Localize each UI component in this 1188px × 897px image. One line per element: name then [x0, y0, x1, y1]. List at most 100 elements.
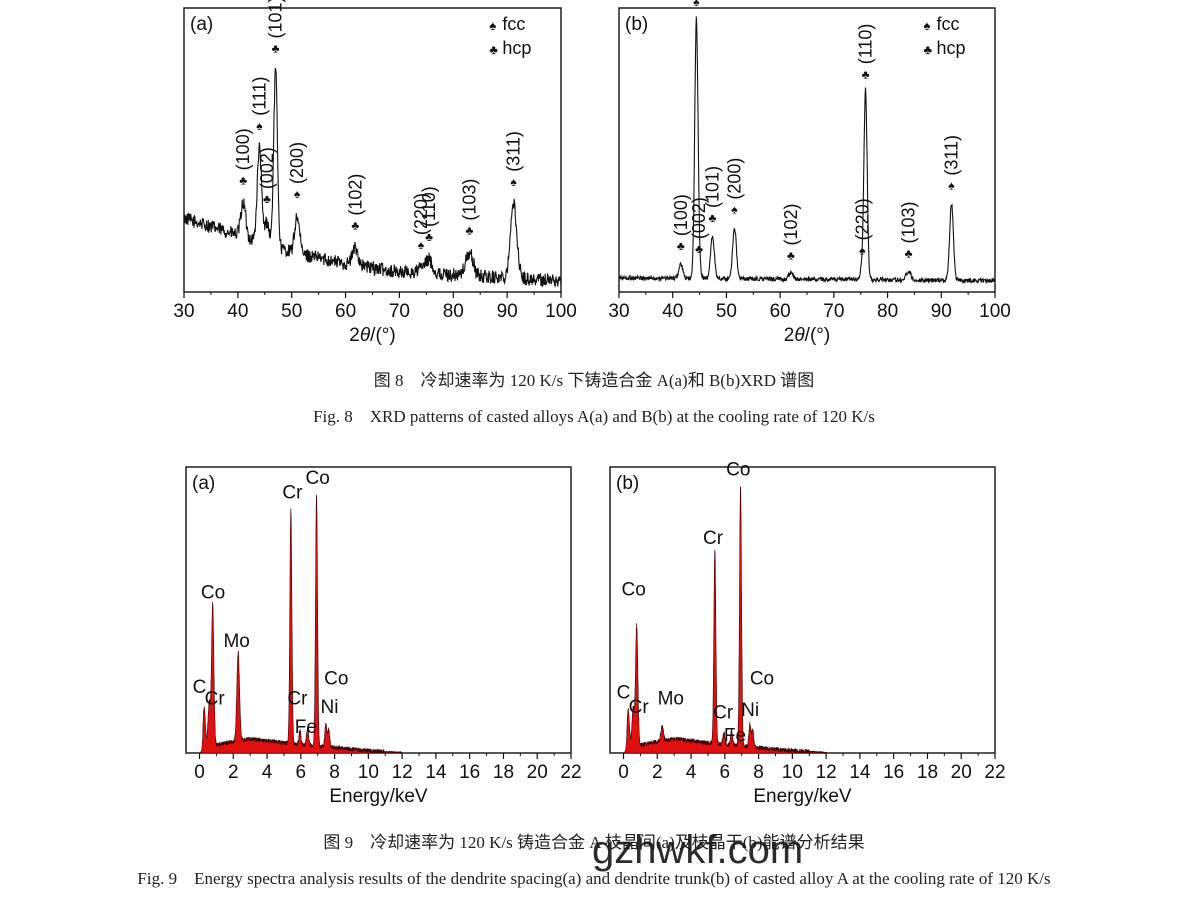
element-label-co: Co — [306, 468, 330, 489]
element-label-c: C — [193, 677, 207, 698]
x-tick-label: 2 — [652, 762, 663, 783]
peak-marker-hcp: ♣ — [239, 173, 247, 187]
peak-marker-fcc: ♠ — [294, 187, 301, 201]
element-label-fe: Fe — [295, 717, 317, 738]
peak-label: (103) — [459, 179, 479, 221]
x-tick-label: 12 — [392, 762, 413, 783]
x-tick-label: 16 — [883, 762, 904, 783]
element-label-cr: Cr — [287, 688, 308, 709]
x-tick-label: 70 — [389, 301, 410, 322]
chart-eds_a: 0 2 4 6 8 10 12 14 16 18 20 22(a)Energy/keVCCrCoMoC… — [185, 466, 582, 807]
peak-marker-hcp: ♣ — [351, 219, 359, 233]
peak-marker-fcc: ♠ — [418, 238, 425, 252]
eds-spectrum — [623, 486, 827, 755]
peak-marker-hcp: ♣ — [263, 192, 271, 206]
legend-fcc-label: fcc — [937, 14, 960, 34]
element-label-cr: Cr — [713, 703, 734, 724]
chart-xrd_b: 30405060708090100(b)2θ/(°)♣(100)♠(111)♣(… — [608, 0, 1010, 346]
peak-marker-fcc: ♠ — [693, 0, 700, 9]
peak-label: (102) — [345, 174, 365, 216]
peak-marker-fcc: ♠ — [948, 179, 955, 193]
peak-marker-hcp: ♣ — [695, 242, 703, 256]
panel-label: (a) — [192, 473, 215, 494]
legend-fcc-symbol: ♠ — [489, 18, 496, 33]
peak-marker-hcp: ♣ — [787, 248, 795, 262]
plot-frame — [185, 466, 572, 754]
element-label-co: Co — [201, 583, 225, 604]
legend-hcp-label: hcp — [937, 38, 966, 58]
watermark: gzhwkf.com — [592, 828, 804, 872]
element-label-ni: Ni — [321, 697, 339, 718]
x-tick-label: 22 — [560, 762, 581, 783]
x-tick-label: 6 — [296, 762, 307, 783]
legend-hcp-symbol: ♣ — [489, 42, 498, 57]
plot-frame — [609, 466, 996, 754]
x-axis-label: Energy/keV — [329, 786, 428, 807]
x-tick-label: 50 — [716, 301, 737, 322]
peak-marker-hcp: ♣ — [677, 239, 685, 253]
element-label-cr: Cr — [282, 482, 303, 503]
x-tick-label: 40 — [662, 301, 683, 322]
peak-label: (103) — [899, 201, 919, 243]
element-label-mo: Mo — [223, 631, 249, 652]
element-label-cr: Cr — [205, 688, 226, 709]
x-axis-label: Energy/keV — [753, 786, 852, 807]
element-label-fe: Fe — [724, 726, 746, 747]
peak-marker-hcp: ♣ — [862, 67, 870, 81]
element-label-c: C — [617, 683, 631, 704]
peak-label: (002) — [257, 147, 277, 189]
peak-marker-fcc: ♠ — [510, 175, 517, 189]
x-tick-label: 50 — [281, 301, 302, 322]
element-label-co: Co — [324, 668, 348, 689]
peak-marker-hcp: ♣ — [466, 224, 474, 238]
chart-eds_b: 0 2 4 6 8 10 12 14 16 18 20 22(b)Energy/keVCCrCoMoC… — [609, 460, 1006, 807]
peak-label: (110) — [856, 24, 876, 65]
x-tick-label: 30 — [608, 301, 629, 322]
x-tick-label: 18 — [493, 762, 514, 783]
x-tick-label: 20 — [951, 762, 972, 783]
peak-label: (101) — [266, 0, 286, 39]
element-label-co: Co — [726, 460, 750, 481]
peak-label: (200) — [724, 158, 744, 200]
peak-marker-fcc: ♠ — [256, 119, 263, 133]
x-tick-label: 90 — [497, 301, 518, 322]
x-tick-label: 100 — [545, 301, 577, 322]
fig9-caption-cn: 图 9 冷却速率为 120 K/s 铸造合金 A 枝晶间(a)及枝晶干(b)能谱… — [323, 833, 865, 852]
x-tick-label: 40 — [227, 301, 248, 322]
x-tick-label: 22 — [984, 762, 1005, 783]
peak-label: (002) — [689, 197, 709, 239]
peak-label: (100) — [671, 194, 691, 236]
peak-label: (110) — [419, 186, 439, 227]
peak-marker-hcp: ♣ — [905, 247, 913, 261]
x-tick-label: 90 — [931, 301, 952, 322]
xrd-trace — [618, 16, 996, 285]
chart-xrd_a: 30 40 50 60 70 80 90 100(a)2θ/(°)♣(100)♠(111)♣(… — [173, 0, 576, 346]
legend-fcc-label: fcc — [502, 14, 525, 34]
peak-label: (100) — [233, 128, 253, 170]
x-tick-label: 8 — [329, 762, 340, 783]
x-tick-label: 30 — [173, 301, 194, 322]
legend-fcc-symbol: ♠ — [924, 18, 931, 33]
x-tick-label: 100 — [979, 301, 1011, 322]
x-tick-label: 14 — [425, 762, 447, 783]
peak-marker-fcc: ♠ — [731, 203, 738, 217]
x-tick-label: 4 — [262, 762, 273, 783]
x-tick-label: 70 — [823, 301, 844, 322]
x-tick-label: 12 — [816, 762, 837, 783]
x-tick-label: 6 — [720, 762, 731, 783]
eds-spectrum — [198, 494, 403, 754]
x-tick-label: 14 — [849, 762, 871, 783]
x-tick-label: 80 — [877, 301, 898, 322]
element-label-cr: Cr — [629, 697, 650, 718]
peak-marker-hcp: ♣ — [425, 230, 433, 244]
peak-label: (220) — [411, 193, 431, 235]
peak-label: (311) — [504, 131, 524, 172]
peak-marker-hcp: ♣ — [709, 211, 717, 225]
x-tick-label: 16 — [459, 762, 480, 783]
x-tick-label: 60 — [770, 301, 791, 322]
x-tick-label: 60 — [335, 301, 356, 322]
x-tick-label: 20 — [527, 762, 548, 783]
x-tick-label: 0 — [618, 762, 629, 783]
x-tick-label: 10 — [358, 762, 379, 783]
x-axis-label: 2θ/(°) — [349, 325, 395, 346]
